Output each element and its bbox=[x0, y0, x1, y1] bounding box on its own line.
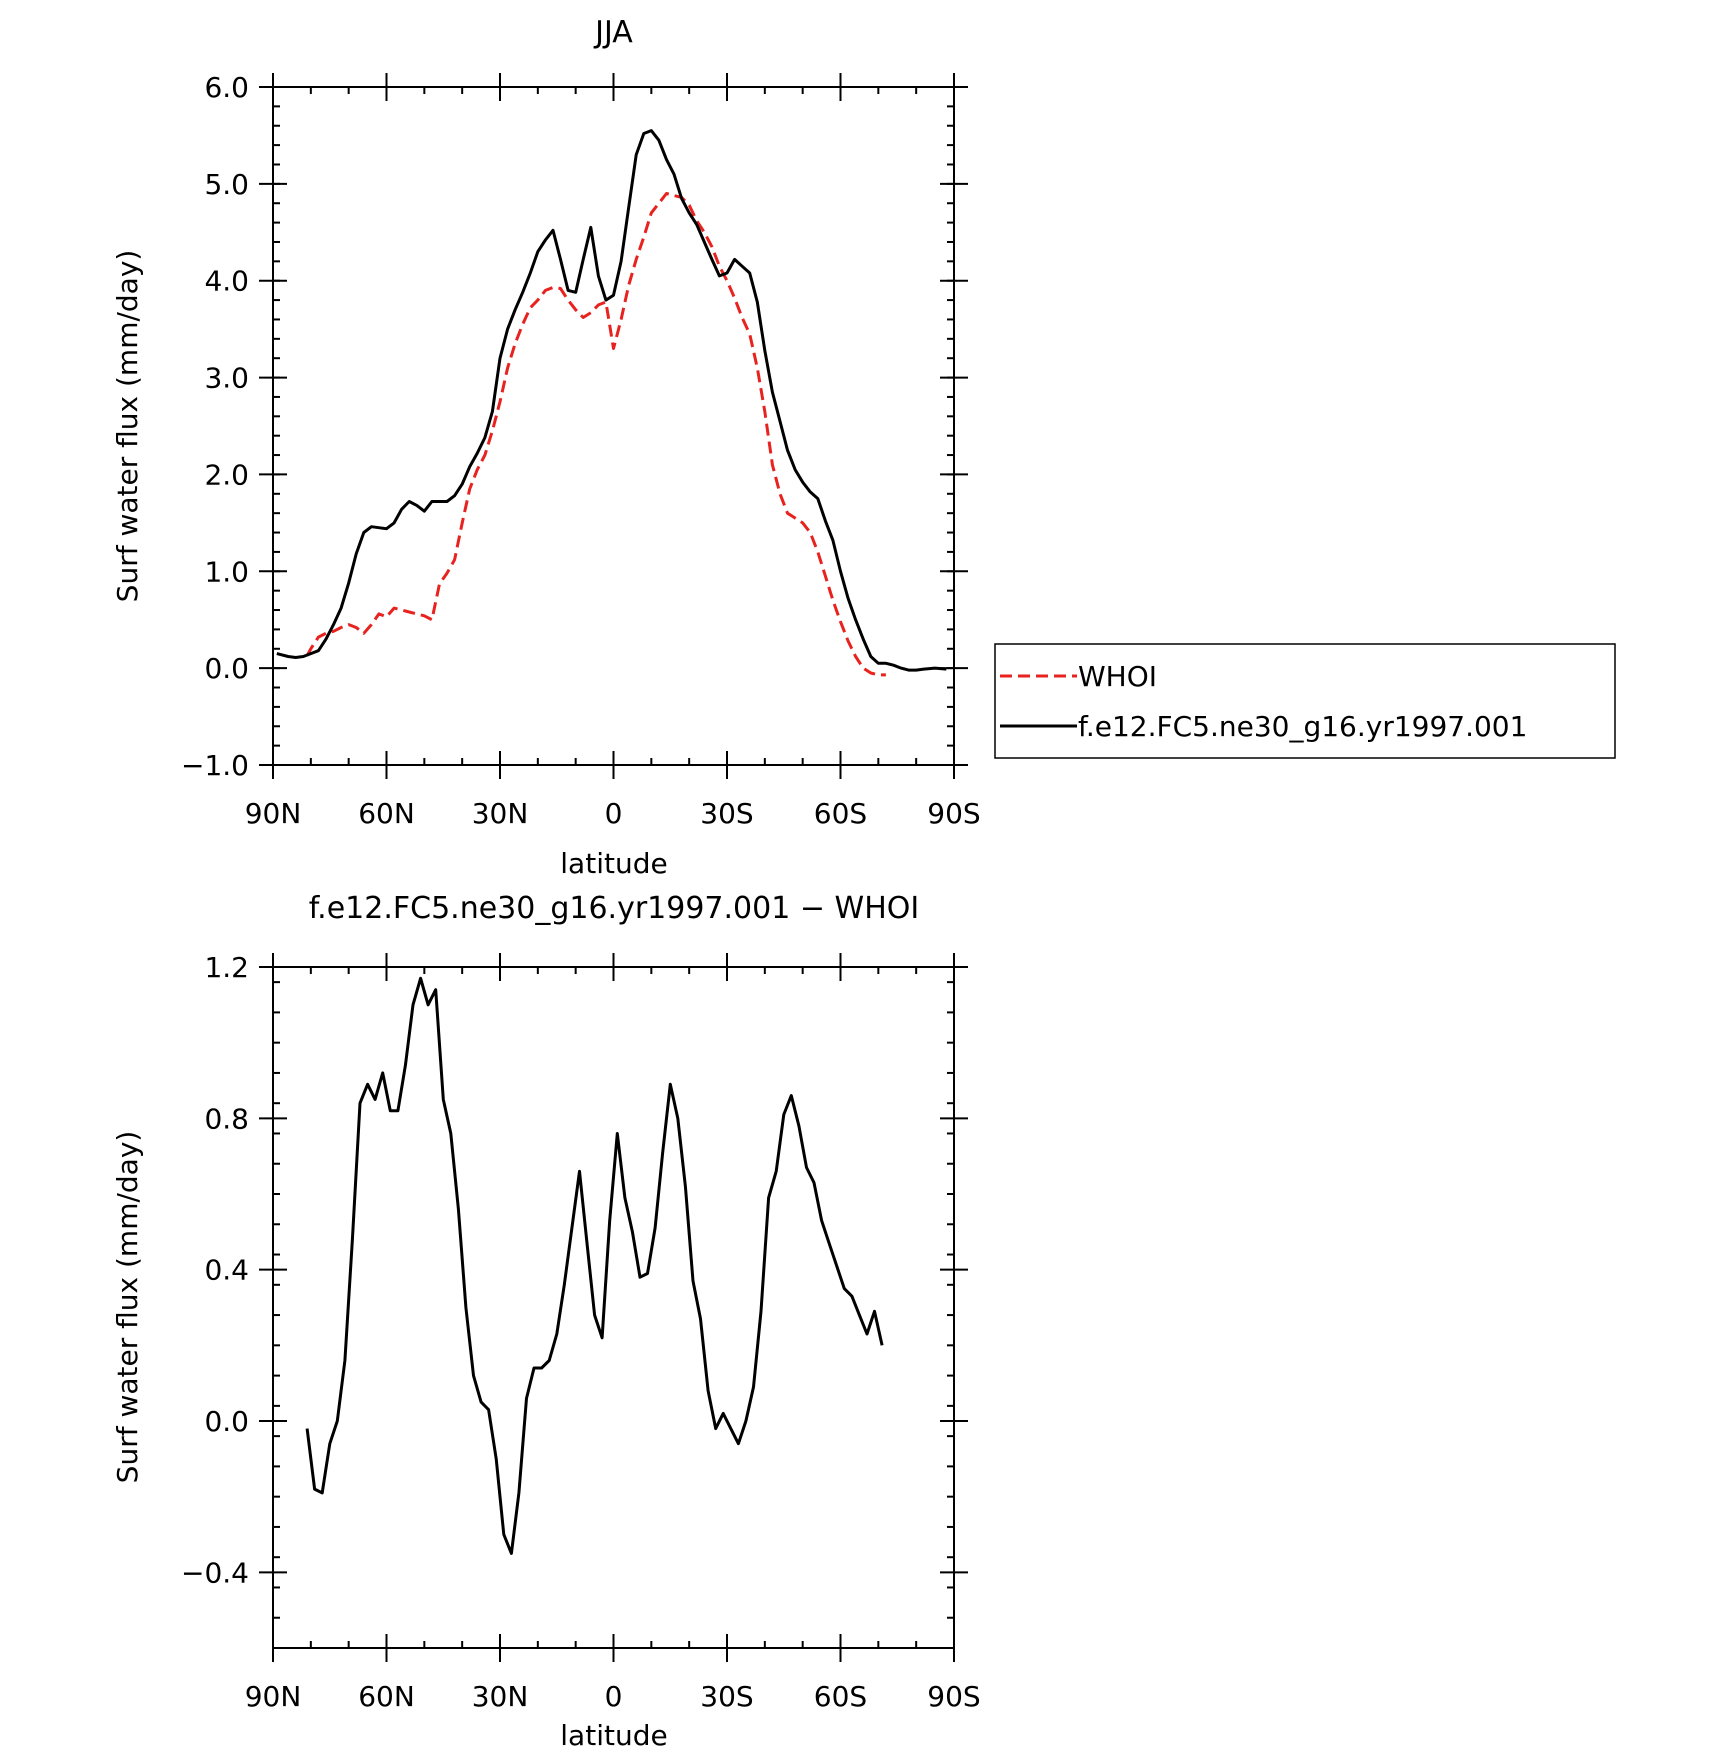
y-tick-label: 0.4 bbox=[204, 1254, 249, 1287]
y-tick-label: 3.0 bbox=[204, 362, 249, 395]
bottom-y-tick-labels: −0.4 0.0 0.4 0.8 1.2 bbox=[181, 951, 249, 1589]
model-series-line bbox=[276, 129, 947, 672]
x-tick-label: 90N bbox=[245, 1680, 302, 1713]
top-x-axis-label: latitude bbox=[560, 847, 667, 880]
y-tick-label: 1.2 bbox=[204, 951, 249, 984]
legend-box bbox=[994, 643, 1616, 759]
y-tick-label: −1.0 bbox=[181, 749, 249, 782]
y-tick-label: 2.0 bbox=[204, 458, 249, 491]
top-y-tick-labels: −1.0 0.0 1.0 2.0 3.0 4.0 5.0 6.0 bbox=[181, 71, 249, 782]
x-tick-label: 60N bbox=[358, 1680, 415, 1713]
x-tick-label: 90S bbox=[927, 1680, 980, 1713]
x-tick-label: 60S bbox=[814, 797, 867, 830]
top-plot-frame bbox=[272, 86, 955, 766]
x-tick-label: 0 bbox=[605, 1680, 623, 1713]
y-tick-label: 1.0 bbox=[204, 555, 249, 588]
bottom-plot-frame bbox=[272, 966, 955, 1649]
y-tick-label: 0.0 bbox=[204, 1405, 249, 1438]
x-tick-label: 60S bbox=[814, 1680, 867, 1713]
bottom-panel: f.e12.FC5.ne30_g16.yr1997.001 − WHOI −0.… bbox=[111, 891, 981, 1751]
x-tick-label: 90S bbox=[927, 797, 980, 830]
y-tick-label: 0.0 bbox=[204, 652, 249, 685]
x-tick-label: 30N bbox=[472, 1680, 529, 1713]
x-tick-label: 60N bbox=[358, 797, 415, 830]
top-panel-title: JJA bbox=[593, 15, 633, 50]
bottom-axis-ticks bbox=[259, 953, 968, 1662]
y-tick-label: 6.0 bbox=[204, 71, 249, 104]
y-tick-label: 0.8 bbox=[204, 1102, 249, 1135]
legend: WHOI f.e12.FC5.ne30_g16.yr1997.001 bbox=[994, 643, 1616, 759]
difference-series-line bbox=[305, 976, 884, 1555]
bottom-y-axis-label: Surf water flux (mm/day) bbox=[111, 1131, 144, 1484]
bottom-series-lines bbox=[305, 976, 884, 1555]
bottom-x-tick-labels: 90N 60N 30N 0 30S 60S 90S bbox=[245, 1680, 981, 1713]
top-x-tick-labels: 90N 60N 30N 0 30S 60S 90S bbox=[245, 797, 981, 830]
top-y-axis-label: Surf water flux (mm/day) bbox=[111, 250, 144, 603]
y-tick-label: 5.0 bbox=[204, 168, 249, 201]
y-tick-label: −0.4 bbox=[181, 1556, 249, 1589]
x-tick-label: 90N bbox=[245, 797, 302, 830]
top-axis-ticks bbox=[259, 73, 968, 779]
legend-model-label: f.e12.FC5.ne30_g16.yr1997.001 bbox=[1078, 710, 1527, 743]
bottom-x-axis-label: latitude bbox=[560, 1719, 667, 1751]
x-tick-label: 30S bbox=[700, 1680, 753, 1713]
top-panel: JJA −1.0 0.0 1.0 2.0 3.0 4.0 5.0 6.0 90N 60N 30N 0… bbox=[111, 15, 981, 880]
y-tick-label: 4.0 bbox=[204, 265, 249, 298]
x-tick-label: 30S bbox=[700, 797, 753, 830]
x-tick-label: 30N bbox=[472, 797, 529, 830]
bottom-panel-title: f.e12.FC5.ne30_g16.yr1997.001 − WHOI bbox=[309, 891, 919, 926]
whoi-series-line bbox=[305, 192, 886, 677]
x-tick-label: 0 bbox=[605, 797, 623, 830]
legend-whoi-label: WHOI bbox=[1078, 660, 1157, 693]
top-series-lines bbox=[276, 129, 947, 677]
